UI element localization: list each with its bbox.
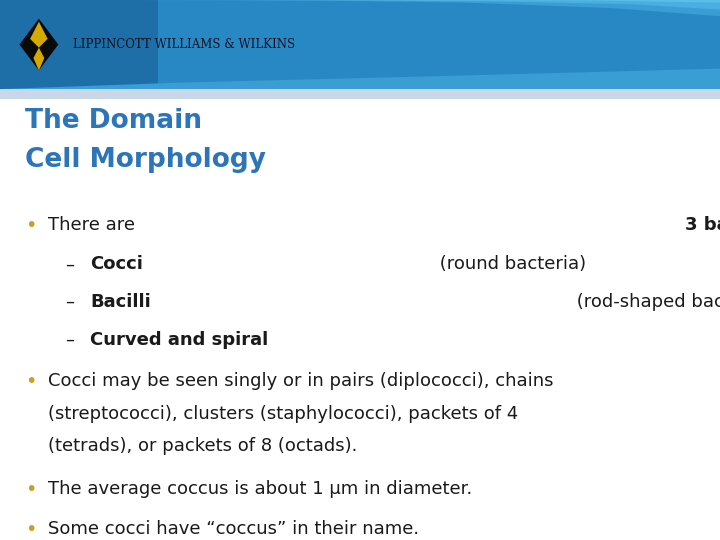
Text: (rod-shaped bacteria): (rod-shaped bacteria) <box>571 293 720 311</box>
Text: –: – <box>65 331 73 349</box>
Text: (round bacteria): (round bacteria) <box>433 255 586 273</box>
Text: –: – <box>65 293 73 311</box>
Text: •: • <box>25 373 37 392</box>
Text: Cocci may be seen singly or in pairs (diplococci), chains: Cocci may be seen singly or in pairs (di… <box>48 373 554 390</box>
Polygon shape <box>130 0 720 16</box>
Text: Cocci: Cocci <box>90 255 143 273</box>
Text: •: • <box>25 520 37 539</box>
Bar <box>0 89 720 99</box>
Polygon shape <box>33 48 45 71</box>
Text: LIPPINCOTT WILLIAMS & WILKINS: LIPPINCOTT WILLIAMS & WILKINS <box>73 38 296 51</box>
Polygon shape <box>324 0 720 3</box>
Text: Cell Morphology: Cell Morphology <box>25 147 266 173</box>
Text: There are: There are <box>48 216 141 234</box>
Text: Bacilli: Bacilli <box>90 293 150 311</box>
Text: •: • <box>25 216 37 235</box>
Text: –: – <box>65 255 73 273</box>
Bar <box>158 0 720 89</box>
Text: (tetrads), or packets of 8 (octads).: (tetrads), or packets of 8 (octads). <box>48 437 358 455</box>
Text: The average coccus is about 1 μm in diameter.: The average coccus is about 1 μm in diam… <box>48 481 472 498</box>
Bar <box>0 0 720 89</box>
Text: 3 basic shapes of bacteria: 3 basic shapes of bacteria <box>685 216 720 234</box>
Polygon shape <box>19 18 58 71</box>
Polygon shape <box>0 69 720 89</box>
Text: The Domain: The Domain <box>25 108 212 134</box>
Polygon shape <box>30 22 48 48</box>
Text: •: • <box>25 481 37 500</box>
Text: (streptococci), clusters (staphylococci), packets of 4: (streptococci), clusters (staphylococci)… <box>48 405 518 423</box>
Text: Curved and spiral: Curved and spiral <box>90 331 269 349</box>
Polygon shape <box>216 0 720 10</box>
Text: Some cocci have “coccus” in their name.: Some cocci have “coccus” in their name. <box>48 520 419 538</box>
